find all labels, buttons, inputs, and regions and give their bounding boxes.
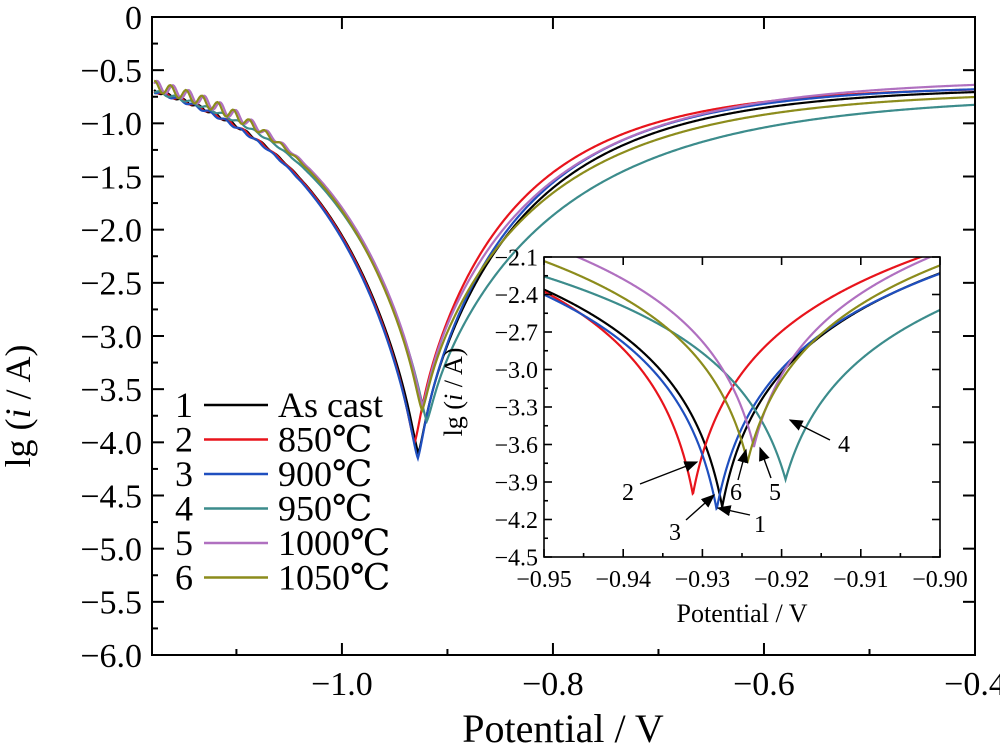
legend-label-3: 900℃: [278, 454, 372, 494]
main-y-tick-label: −1.0: [80, 106, 142, 143]
inset-curves: [544, 257, 940, 511]
inset-y-axis-label: lg (i / A): [439, 348, 468, 437]
inset-y-tick-label: −3.9: [494, 470, 538, 496]
inset-y-axis-label-part-3: / A): [439, 348, 468, 394]
inset-y-tick-label: −2.1: [494, 245, 538, 271]
inset-y-tick-label: −3.0: [494, 358, 538, 384]
legend-number-1: 1: [175, 385, 193, 425]
inset-arrow-3: [685, 494, 716, 521]
main-y-tick-label: −6.0: [80, 638, 142, 675]
inset-y-tick-label: −2.4: [494, 283, 538, 309]
inset-series-6-line: [544, 260, 940, 464]
legend-label-4: 950℃: [278, 489, 372, 529]
main-y-axis-label-part-1: lg (: [0, 419, 38, 468]
main-y-axis-label: lg (i / A): [0, 344, 38, 467]
main-y-tick-label: −5.5: [80, 585, 142, 622]
inset-x-axis-label: Potential / V: [677, 599, 808, 628]
inset-annotation-2: 2: [622, 480, 634, 506]
inset-annotation-6: 6: [730, 480, 742, 506]
inset-y-tick-label: −3.3: [494, 395, 538, 421]
main-y-axis-label-part-2: i: [0, 409, 38, 419]
inset-y-axis-label-part-1: lg (: [439, 401, 468, 436]
inset-y-tick-label: −2.7: [494, 320, 538, 346]
main-axes: −1.0 −0.8 −0.6 −0.4 0 −0.5 −1.0 −1.5 −2.0 −2.5 −3.…: [80, 0, 1000, 703]
inset-plot-panel: −0.95 −0.94 −0.93 −0.92 −0.91 −0.90 −2.1 −2.4 −2…: [439, 245, 968, 628]
inset-annotations: 2 3 16 5 4: [622, 419, 850, 546]
legend-number-3: 3: [175, 454, 193, 494]
inset-x-tick-label: −0.95: [516, 567, 572, 593]
legend-label-1: As cast: [278, 385, 383, 425]
legend-number-2: 2: [175, 420, 193, 460]
main-series-5-line: [153, 79, 976, 409]
main-x-tick-label: −1.0: [311, 666, 373, 703]
main-series-4-line: [153, 90, 976, 425]
main-y-tick-label: −5.0: [80, 532, 142, 569]
inset-annotation-5: 5: [769, 480, 781, 506]
inset-x-tick-label: −0.94: [595, 567, 651, 593]
main-curves: [153, 79, 976, 463]
inset-series-5-line: [574, 257, 934, 448]
main-x-tick-label: −0.6: [733, 666, 795, 703]
inset-x-tick-label: −0.93: [675, 567, 731, 593]
inset-arrow-2: [639, 461, 699, 485]
inset-y-tick-label: −4.5: [494, 545, 538, 571]
inset-annotation-4: 4: [838, 432, 850, 458]
main-y-tick-label: −1.5: [80, 159, 142, 196]
inset-y-tick-label: −4.2: [494, 508, 538, 534]
inset-x-tick-label: −0.90: [912, 567, 968, 593]
inset-annotation-1: 1: [754, 512, 766, 538]
main-y-tick-label: −4.5: [80, 478, 142, 515]
main-y-tick-label: −3.0: [80, 319, 142, 356]
inset-series-4-line: [544, 275, 940, 484]
legend-number-4: 4: [175, 489, 193, 529]
legend-label-2: 850℃: [278, 420, 372, 460]
main-series-3-line: [153, 88, 976, 463]
inset-arrow-4: [788, 419, 831, 441]
main-y-axis-label-part-3: / A): [0, 344, 38, 408]
inset-y-tick-label: −3.6: [494, 433, 538, 459]
main-x-tick-label: −0.4: [944, 666, 1000, 703]
inset-x-tick-label: −0.91: [833, 567, 889, 593]
legend-number-5: 5: [175, 523, 193, 563]
inset-series-2-line: [544, 257, 925, 496]
inset-arrow-5: [759, 446, 772, 479]
main-series-6-line: [153, 79, 976, 414]
main-y-tick-label: −2.0: [80, 213, 142, 250]
main-y-tick-label: −2.5: [80, 266, 142, 303]
main-y-tick-label: −0.5: [80, 53, 142, 90]
inset-axes: −0.95 −0.94 −0.93 −0.92 −0.91 −0.90 −2.1 −2.4 −2…: [494, 245, 967, 593]
inset-arrow-6: [737, 448, 749, 481]
legend-label-6: 1050℃: [278, 558, 390, 598]
inset-series-3-line: [544, 272, 940, 511]
main-y-tick-label: −4.0: [80, 425, 142, 462]
inset-annotation-3: 3: [669, 520, 681, 546]
inset-y-axis-label-part-2: i: [439, 394, 468, 401]
legend-label-5: 1000℃: [278, 523, 390, 563]
inset-arrow-1: [716, 505, 751, 517]
main-y-tick-label: 0: [125, 0, 142, 37]
legend-number-6: 6: [175, 558, 193, 598]
legend: 1 As cast 2 850℃ 3 900℃ 4 950℃ 5 1000℃ 6 1050℃: [175, 385, 390, 598]
inset-x-tick-label: −0.92: [754, 567, 810, 593]
main-x-tick-label: −0.8: [522, 666, 584, 703]
main-x-axis-label: Potential / V: [462, 706, 664, 749]
main-y-tick-label: −3.5: [80, 372, 142, 409]
